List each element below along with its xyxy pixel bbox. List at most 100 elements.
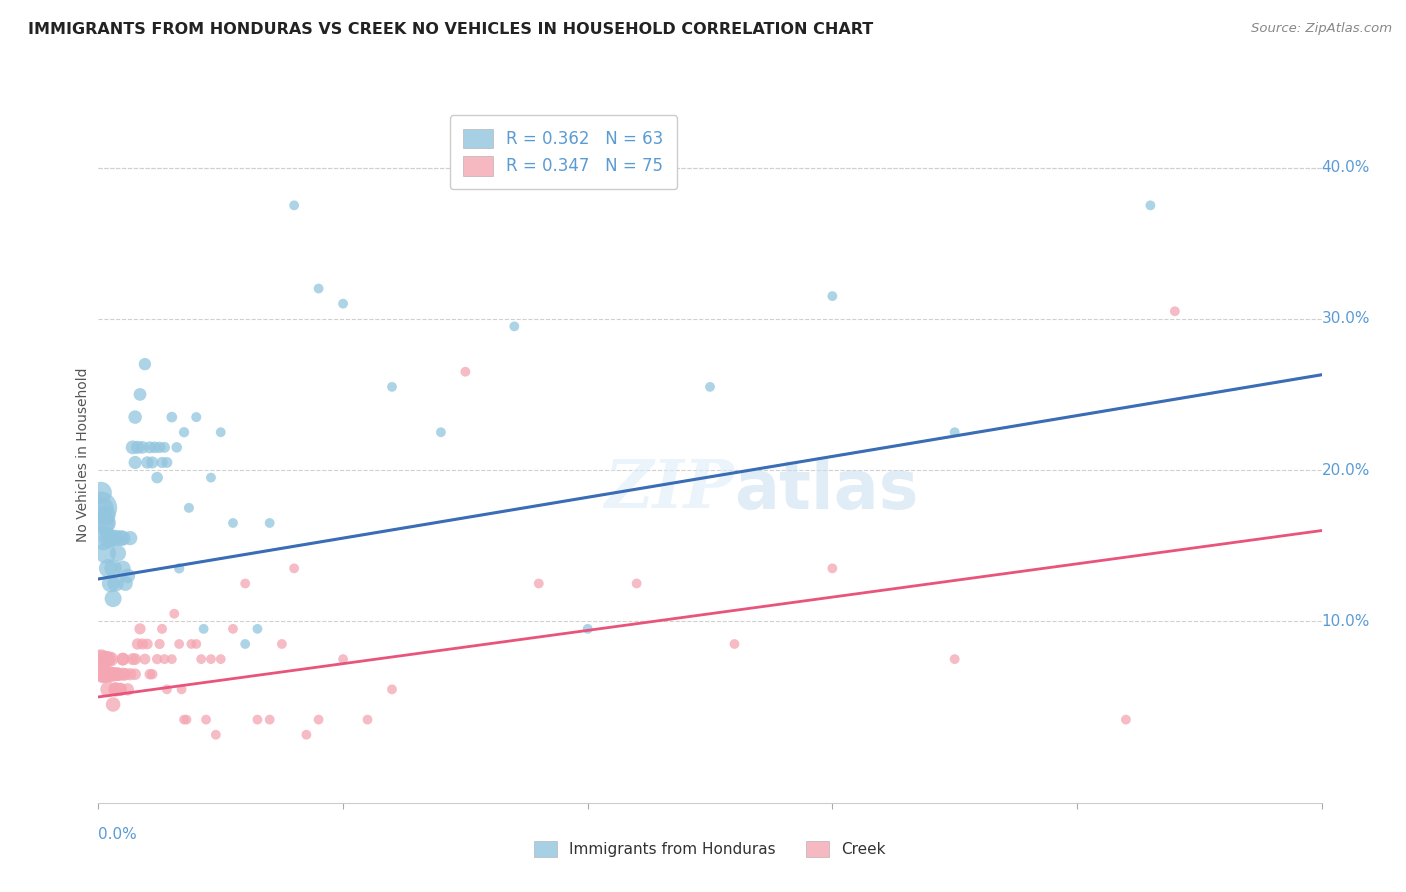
Point	[111, 561, 134, 575]
Point	[576, 622, 599, 636]
Point	[94, 652, 117, 666]
Point	[156, 455, 179, 469]
Point	[97, 561, 120, 575]
Point	[97, 531, 120, 545]
Point	[114, 576, 136, 591]
Point	[160, 652, 183, 666]
Point	[120, 667, 142, 681]
Point	[91, 531, 114, 545]
Point	[156, 682, 179, 697]
Point	[104, 531, 127, 545]
Point	[94, 516, 117, 530]
Point	[193, 622, 215, 636]
Point	[94, 546, 117, 560]
Point	[101, 561, 124, 575]
Point	[146, 652, 169, 666]
Point	[143, 441, 166, 455]
Point	[150, 455, 173, 469]
Point	[150, 622, 173, 636]
Point	[104, 682, 127, 697]
Point	[200, 470, 222, 484]
Point	[139, 441, 162, 455]
Point	[107, 667, 129, 681]
Point	[91, 667, 114, 681]
Point	[101, 698, 124, 712]
Point	[153, 652, 176, 666]
Point	[127, 637, 149, 651]
Text: atlas: atlas	[734, 457, 920, 523]
Point	[200, 652, 222, 666]
Text: ZIP: ZIP	[605, 458, 734, 522]
Point	[129, 622, 152, 636]
Point	[141, 455, 163, 469]
Point	[141, 667, 163, 681]
Text: 40.0%: 40.0%	[1322, 160, 1369, 175]
Point	[176, 713, 198, 727]
Point	[205, 728, 228, 742]
Y-axis label: No Vehicles in Household: No Vehicles in Household	[76, 368, 90, 542]
Point	[222, 516, 245, 530]
Point	[90, 652, 112, 666]
Point	[246, 713, 269, 727]
Point	[101, 591, 124, 606]
Point	[160, 410, 183, 425]
Point	[209, 652, 232, 666]
Point	[283, 198, 305, 212]
Text: 10.0%: 10.0%	[1322, 614, 1369, 629]
Point	[114, 667, 136, 681]
Point	[120, 531, 142, 545]
Point	[94, 667, 117, 681]
Point	[209, 425, 232, 440]
Point	[111, 652, 134, 666]
Point	[124, 455, 146, 469]
Point	[94, 508, 117, 523]
Point	[821, 561, 844, 575]
Point	[129, 387, 152, 401]
Point	[222, 622, 245, 636]
Text: 20.0%: 20.0%	[1322, 463, 1369, 477]
Point	[110, 682, 132, 697]
Point	[139, 667, 162, 681]
Point	[259, 516, 281, 530]
Point	[104, 576, 127, 591]
Point	[97, 682, 120, 697]
Point	[110, 531, 132, 545]
Point	[1115, 713, 1137, 727]
Point	[723, 637, 745, 651]
Point	[943, 425, 966, 440]
Point	[149, 441, 172, 455]
Point	[153, 441, 176, 455]
Point	[308, 281, 330, 295]
Point	[104, 667, 127, 681]
Point	[127, 441, 149, 455]
Point	[100, 667, 122, 681]
Point	[356, 713, 378, 727]
Point	[195, 713, 218, 727]
Point	[117, 682, 139, 697]
Point	[173, 425, 195, 440]
Legend: Immigrants from Honduras, Creek: Immigrants from Honduras, Creek	[526, 833, 894, 864]
Point	[97, 667, 120, 681]
Point	[101, 667, 124, 681]
Point	[111, 531, 134, 545]
Point	[134, 357, 156, 371]
Point	[134, 652, 156, 666]
Point	[100, 576, 122, 591]
Point	[91, 516, 114, 530]
Point	[91, 667, 114, 681]
Point	[186, 637, 208, 651]
Point	[90, 485, 112, 500]
Point	[186, 410, 208, 425]
Point	[190, 652, 212, 666]
Point	[332, 652, 354, 666]
Point	[146, 470, 169, 484]
Point	[90, 652, 112, 666]
Point	[233, 576, 256, 591]
Point	[131, 441, 153, 455]
Point	[124, 410, 146, 425]
Point	[94, 652, 117, 666]
Point	[104, 682, 127, 697]
Point	[124, 652, 146, 666]
Point	[163, 607, 186, 621]
Point	[111, 652, 134, 666]
